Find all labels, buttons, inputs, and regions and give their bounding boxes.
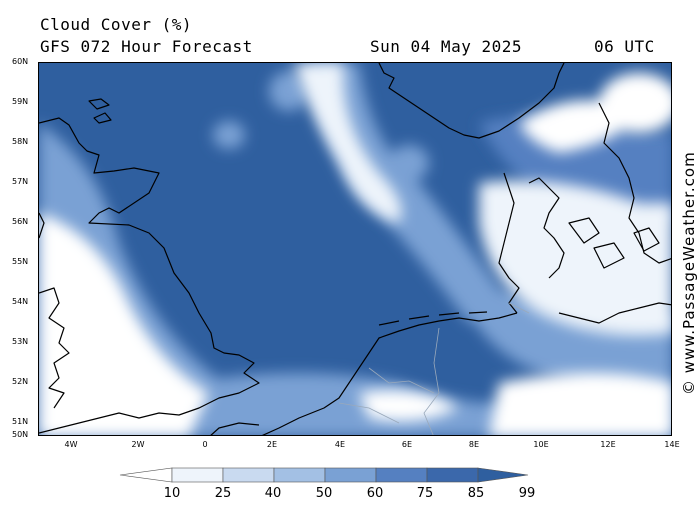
lat-label: 59N bbox=[12, 97, 28, 106]
lon-label: 4W bbox=[65, 440, 78, 449]
legend-label: 99 bbox=[519, 486, 536, 501]
lon-label: 10E bbox=[533, 440, 548, 449]
lon-label: 8E bbox=[469, 440, 479, 449]
forecast-label: GFS 072 Hour Forecast bbox=[40, 38, 253, 56]
lat-label: 54N bbox=[12, 297, 28, 306]
legend-swatch bbox=[427, 468, 478, 482]
legend-label: 85 bbox=[468, 486, 485, 501]
lon-label: 2W bbox=[132, 440, 145, 449]
lat-label: 50N bbox=[12, 430, 28, 439]
lon-label: 12E bbox=[600, 440, 615, 449]
lat-label: 60N bbox=[12, 57, 28, 66]
lon-label: 14E bbox=[664, 440, 679, 449]
lon-label: 6E bbox=[402, 440, 412, 449]
lat-label: 58N bbox=[12, 137, 28, 146]
legend-tip-high bbox=[478, 468, 528, 482]
lon-label: 0 bbox=[202, 440, 207, 449]
legend-label: 75 bbox=[417, 486, 434, 501]
legend-label: 40 bbox=[265, 486, 282, 501]
lat-label: 53N bbox=[12, 337, 28, 346]
lon-label: 4E bbox=[335, 440, 345, 449]
legend-label: 10 bbox=[164, 486, 181, 501]
legend-label: 50 bbox=[316, 486, 333, 501]
forecast-time: 06 UTC bbox=[594, 38, 655, 56]
cloud-cover-map bbox=[38, 62, 672, 436]
cloud-cover-legend bbox=[118, 466, 583, 486]
lon-label: 2E bbox=[267, 440, 277, 449]
lat-label: 56N bbox=[12, 217, 28, 226]
lat-label: 51N bbox=[12, 417, 28, 426]
legend-swatch bbox=[325, 468, 376, 482]
legend-swatch bbox=[376, 468, 427, 482]
legend-tip-low bbox=[120, 468, 172, 482]
copyright-credit: © www.PassageWeather.com bbox=[680, 151, 698, 395]
forecast-date: Sun 04 May 2025 bbox=[370, 38, 522, 56]
legend-swatch bbox=[223, 468, 274, 482]
lat-label: 52N bbox=[12, 377, 28, 386]
lat-label: 57N bbox=[12, 177, 28, 186]
legend-swatch bbox=[274, 468, 325, 482]
legend-label: 60 bbox=[367, 486, 384, 501]
lat-label: 55N bbox=[12, 257, 28, 266]
legend-label: 25 bbox=[215, 486, 232, 501]
map-title: Cloud Cover (%) bbox=[40, 16, 192, 34]
map-canvas bbox=[39, 63, 672, 436]
legend-swatch bbox=[172, 468, 223, 482]
